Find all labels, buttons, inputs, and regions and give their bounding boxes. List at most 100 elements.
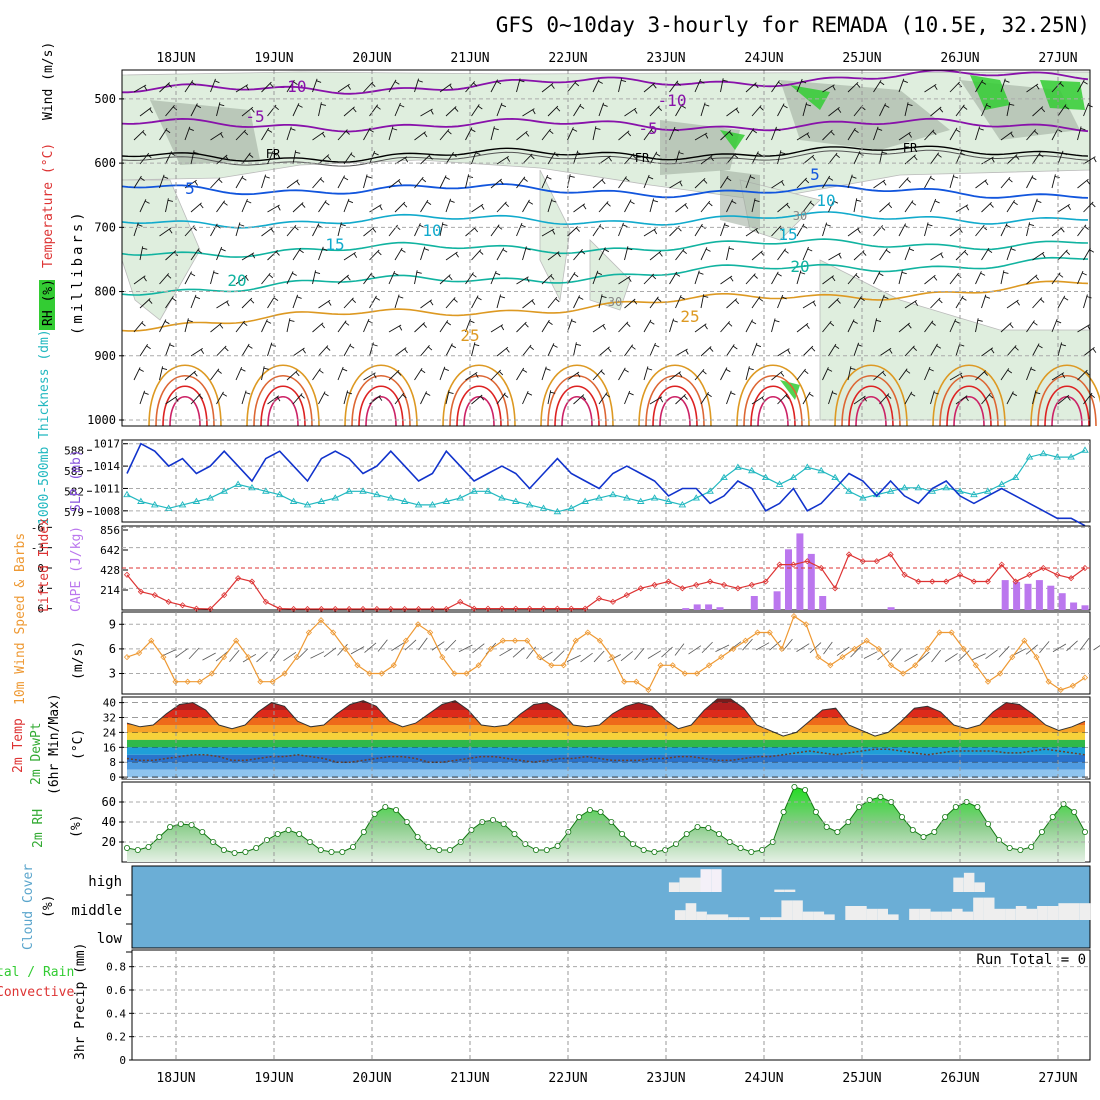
contour-label: -5 (245, 107, 264, 126)
tick-label: -6 (31, 521, 44, 534)
rh-label: RH (%) (41, 279, 56, 326)
tick-label: 32 (103, 712, 116, 725)
contour-label: 5 (810, 165, 820, 184)
tick-label: 3 (37, 582, 44, 595)
tick-label: 800 (94, 285, 116, 299)
contour-label: 25 (680, 307, 699, 326)
slp-thickness-panel: 588 585 582 579 1017 1014 1011 1008 1000-500mb … (37, 329, 1091, 527)
rh2m-area (127, 787, 1085, 862)
pressure-tick-labels: 500 600 700 800 900 1000 (87, 92, 124, 427)
tick-label: 20 (102, 835, 116, 849)
contour-label: FR (266, 147, 281, 161)
dewpoint-line (126, 748, 1086, 763)
top-date-label: 21JUN (450, 51, 489, 66)
top-date-label: 25JUN (842, 51, 881, 66)
cloud-tick-label: high (88, 874, 122, 890)
thickness-markers (123, 446, 1089, 515)
top-date-label: 24JUN (744, 51, 783, 66)
contour-label: FR (635, 151, 650, 165)
bottom-date-label: 22JUN (548, 1071, 587, 1086)
top-date-label: 26JUN (940, 51, 979, 66)
bottom-date-label: 20JUN (352, 1071, 391, 1086)
top-date-label: 19JUN (254, 51, 293, 66)
precip-total-label: tal / Rain (0, 965, 74, 980)
upper-air-grid (122, 70, 1090, 426)
wind10m-panel: 9 6 3 10m Wind Speed & Barbs (m/s) (13, 533, 1100, 705)
tick-label: 0 (119, 1054, 126, 1067)
precip-axis-label-group: tal / Rain Convective (0, 965, 74, 1000)
tick-label: 1011 (94, 482, 121, 495)
tick-label: 1017 (94, 438, 121, 451)
temp2m-axis-label-3: (6hr Min/Max) (47, 693, 62, 795)
top-date-label: 23JUN (646, 51, 685, 66)
contour-label: 5 (185, 179, 195, 198)
bottom-date-label: 23JUN (646, 1071, 685, 1086)
temperature-outline (126, 698, 1086, 737)
rh2m-panel: 60 40 20 2m RH (%) (31, 781, 1091, 863)
tick-label: 6 (109, 642, 116, 656)
top-date-label: 22JUN (548, 51, 587, 66)
tick-label: 579 (64, 506, 84, 519)
contour-label: 20 (227, 271, 246, 290)
contour-label: 10 (422, 221, 441, 240)
contour-label: 30 (608, 295, 622, 309)
thickness-axis-label: 1000-500mb Thickness (dm) (37, 329, 52, 525)
contour-label: -10 (278, 77, 307, 96)
tick-label: 588 (64, 444, 84, 457)
temp2m-axis-label-1: 2m Temp (11, 718, 26, 773)
tick-label: 60 (102, 795, 116, 809)
tick-label: 0 (109, 771, 116, 784)
contour-label: 20 (790, 257, 809, 276)
cape-axis-label: CAPE (J/kg) (69, 526, 84, 612)
tick-label: 585 (64, 465, 84, 478)
lifted-cape-panel: -6 -3 0 3 6 856 642 428 214 Lifted Index CAPE (J… (31, 518, 1091, 616)
temperature-contours (121, 69, 1100, 427)
bottom-date-label: 19JUN (254, 1071, 293, 1086)
tick-label: 8 (109, 756, 116, 769)
tick-label: 0 (37, 562, 44, 575)
wind10m-axis-label: 10m Wind Speed & Barbs (13, 533, 28, 705)
precip-panel: 0.8 0.6 0.4 0.2 0 Run Total = 0 tal / Rain C… (0, 943, 1091, 1067)
tick-label: 40 (102, 815, 116, 829)
contour-label: 15 (325, 235, 344, 254)
tick-label: 0.6 (106, 984, 126, 997)
tick-label: 642 (100, 544, 120, 557)
contour-label: 10 (816, 191, 835, 210)
tick-label: 1008 (94, 505, 121, 518)
tick-label: 428 (100, 564, 120, 577)
bottom-date-label: 21JUN (450, 1071, 489, 1086)
upper-air-ylabel: RH (%) Temperature (°C) Wind (m/s) (39, 42, 56, 330)
lifted-index-line (126, 553, 1086, 610)
tick-label: 40 (103, 697, 116, 710)
cloud-unit: (%) (41, 895, 56, 918)
lifted-index-axis-label: Lifted Index (37, 518, 52, 612)
bottom-date-label: 27JUN (1038, 1071, 1077, 1086)
cloud-tick-label: middle (71, 903, 122, 919)
temperature-label: Temperature (°C) (41, 143, 56, 268)
contour-label: 15 (778, 225, 797, 244)
tick-label: 0.4 (106, 1007, 126, 1020)
wind10m-unit: (m/s) (71, 641, 86, 680)
tick-label: 3 (109, 667, 116, 681)
tick-label: 1014 (94, 460, 121, 473)
run-total: Run Total = 0 (976, 952, 1086, 968)
tick-label: 500 (94, 92, 116, 106)
top-date-label: 20JUN (352, 51, 391, 66)
tick-label: 214 (100, 584, 120, 597)
tick-label: 6 (37, 603, 44, 616)
precip-unit: 3hr Precip (mm) (73, 943, 88, 1060)
contour-label: -5 (638, 119, 657, 138)
top-date-label: 27JUN (1038, 51, 1077, 66)
tick-label: 24 (103, 726, 117, 739)
tick-label: 600 (94, 156, 116, 170)
tick-label: 9 (109, 617, 116, 631)
contour-label: FR (903, 141, 918, 155)
millibars-label: (millibars) (70, 209, 86, 335)
rh2m-unit: (%) (69, 815, 84, 838)
slp-line (126, 442, 1086, 527)
wind-barbs (133, 78, 1097, 405)
wind-speed-line (126, 615, 1086, 691)
tick-label: 900 (94, 349, 116, 363)
